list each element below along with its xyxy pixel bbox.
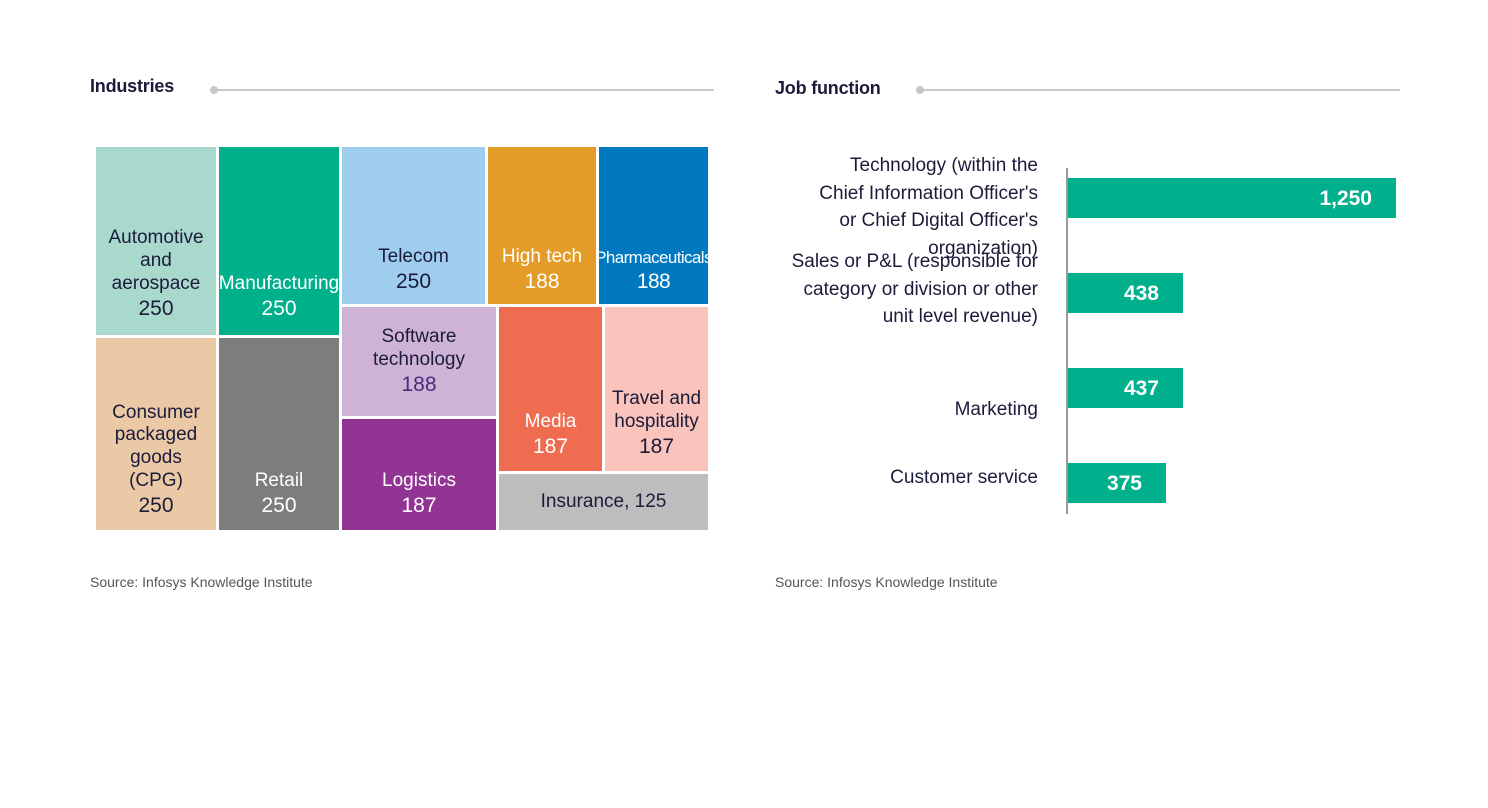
bar-value-label: 375 [1106,472,1142,495]
treemap-tile-value: 188 [401,372,437,396]
treemap-tile-software-technology: Software technology 188 [342,307,496,416]
bar: 375 [1068,463,1166,503]
treemap-tile-label: Travel and hospitality [611,388,702,433]
treemap-tile-label: Retail [254,470,304,492]
bar: 437 [1068,368,1183,408]
treemap-tile-value: 250 [138,296,174,320]
bar-value-label: 437 [1123,377,1159,400]
treemap-tile-media: Media 187 [499,307,602,471]
treemap-tile-label: High tech [501,246,583,268]
treemap-tile-label: Consumer packaged goods (CPG) [112,401,200,492]
treemap-tile-consumer-packaged-goods-cpg: Consumer packaged goods (CPG) 250 [96,338,216,530]
bar-category-label: Customer service [890,467,1038,488]
job-function-title: Job function [775,78,881,98]
treemap-tile-value: 187 [401,493,437,517]
treemap-tile-label: Manufacturing [218,273,340,295]
treemap-tile-insurance-125: Insurance, 125 [499,474,708,530]
treemap-tile-label: Software technology [373,326,465,370]
treemap-tile-value: 250 [261,493,297,517]
job-function-title-rule [920,89,1400,91]
industries-title-rule [214,89,714,91]
job-function-source: Source: Infosys Knowledge Institute [775,574,998,590]
bar-category-label: Sales or P&L (responsible for category o… [791,251,1038,328]
treemap-tile-label: Insurance, 125 [540,490,667,512]
treemap-tile-value: 188 [524,269,560,293]
treemap-tile-travel-and-hospitality: Travel and hospitality 187 [605,307,708,471]
job-function-axis-line [1066,168,1068,514]
bar-category-label: Technology (within the Chief Information… [819,155,1038,259]
treemap-tile-manufacturing: Manufacturing 250 [219,147,339,335]
job-function-bar-chart: Technology (within the Chief Information… [760,140,1420,530]
treemap-tile-retail: Retail 250 [219,338,339,530]
treemap-tile-high-tech: High tech 188 [488,147,596,304]
treemap-tile-automotive-and-aerospace: Automotive and aerospace 250 [96,147,216,335]
bar-category-label: Marketing [954,399,1038,420]
industries-title: Industries [90,76,175,96]
bar-value-label: 1,250 [1319,187,1372,210]
industries-treemap: Automotive and aerospace 250 Manufacturing… [96,147,712,530]
treemap-tile-label: Automotive and aerospace [108,227,204,295]
treemap-tile-value: 250 [261,296,297,320]
industries-source: Source: Infosys Knowledge Institute [90,574,313,590]
treemap-tile-logistics: Logistics 187 [342,419,496,530]
treemap-tile-label: Telecom [378,246,449,268]
bar-value-label: 438 [1123,282,1159,305]
treemap-tile-pharmaceuticals: Pharmaceuticals 188 [595,147,712,304]
treemap-tile-value: 250 [138,493,174,517]
treemap-tile-value: 188 [636,269,671,293]
treemap-tile-label: Logistics [382,470,456,492]
treemap-tile-value: 187 [532,434,569,458]
bar: 1,250 [1068,178,1396,218]
treemap-tile-value: 187 [638,434,675,458]
treemap-tile-telecom: Telecom 250 [342,147,485,304]
treemap-tile-label: Pharmaceuticals [595,248,712,268]
treemap-tile-value: 250 [395,269,432,293]
treemap-tile-label: Media [524,411,577,433]
bar: 438 [1068,273,1183,313]
